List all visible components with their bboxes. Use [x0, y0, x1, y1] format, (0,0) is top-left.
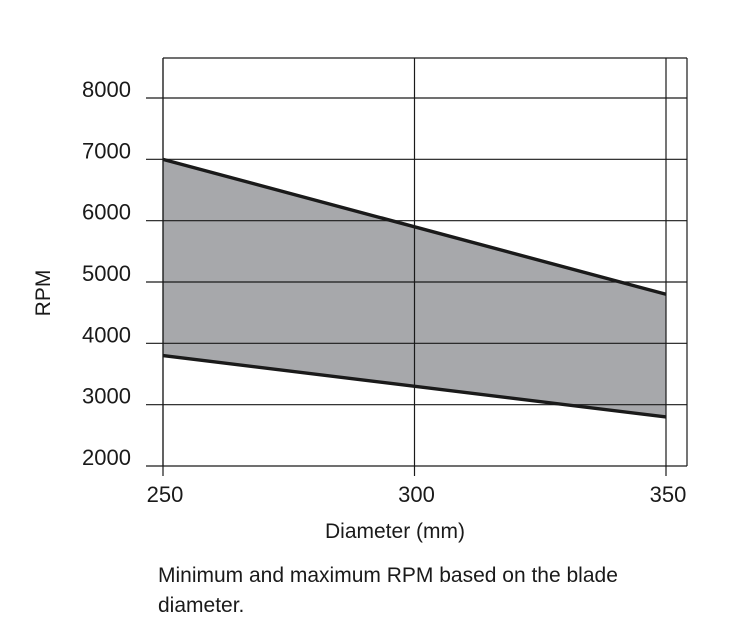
y-axis-ticks: 2000 3000 4000 5000 6000 7000 8000	[82, 77, 131, 470]
y-axis-title: RPM	[32, 270, 55, 317]
y-tick-label-7000: 7000	[82, 138, 131, 163]
x-axis-title: Diameter (mm)	[325, 520, 465, 543]
y-tick-label-6000: 6000	[82, 200, 131, 225]
gridlines	[146, 57, 688, 476]
y-tick-label-2000: 2000	[82, 445, 131, 470]
x-tick-label-250: 250	[147, 482, 184, 507]
min-rpm-line	[162, 353, 667, 419]
y-tick-label-8000: 8000	[82, 77, 131, 102]
x-axis-ticks: 250 300 350	[147, 482, 687, 507]
y-tick-label-3000: 3000	[82, 384, 131, 409]
x-tick-label-350: 350	[650, 482, 687, 507]
x-tick-label-300: 300	[398, 482, 435, 507]
y-tick-label-4000: 4000	[82, 322, 131, 347]
y-tick-label-5000: 5000	[82, 261, 131, 286]
chart: 2000 3000 4000 5000 6000 7000 8000 250 300 350 R…	[32, 57, 688, 543]
chart-caption: Minimum and maximum RPM based on the bla…	[158, 564, 618, 617]
max-rpm-line	[162, 157, 667, 296]
series-lines	[162, 157, 667, 419]
